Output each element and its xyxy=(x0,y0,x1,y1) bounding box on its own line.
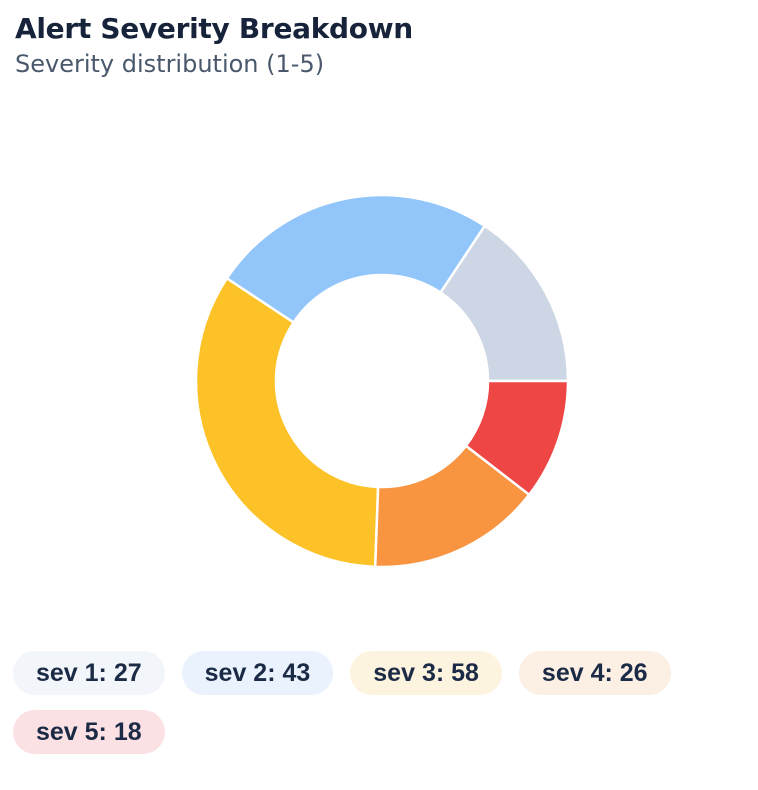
legend-item-sev-3: sev 3: 58 xyxy=(350,651,502,695)
donut-slice-sev-2 xyxy=(225,193,486,324)
legend-item-sev-5: sev 5: 18 xyxy=(13,710,165,754)
legend-item-sev-2: sev 2: 43 xyxy=(181,651,334,695)
legend-item-sev-4: sev 4: 26 xyxy=(518,651,671,695)
donut-slice-sev-3 xyxy=(194,277,380,569)
donut-slice-sev-5 xyxy=(464,379,570,496)
page-title: Alert Severity Breakdown xyxy=(15,12,413,45)
page-subtitle: Severity distribution (1-5) xyxy=(15,50,325,78)
legend-item-sev-1: sev 1: 27 xyxy=(13,651,165,695)
legend: sev 1: 27 sev 2: 43 sev 3: 58 sev 4: 26 sev … xyxy=(13,651,713,754)
